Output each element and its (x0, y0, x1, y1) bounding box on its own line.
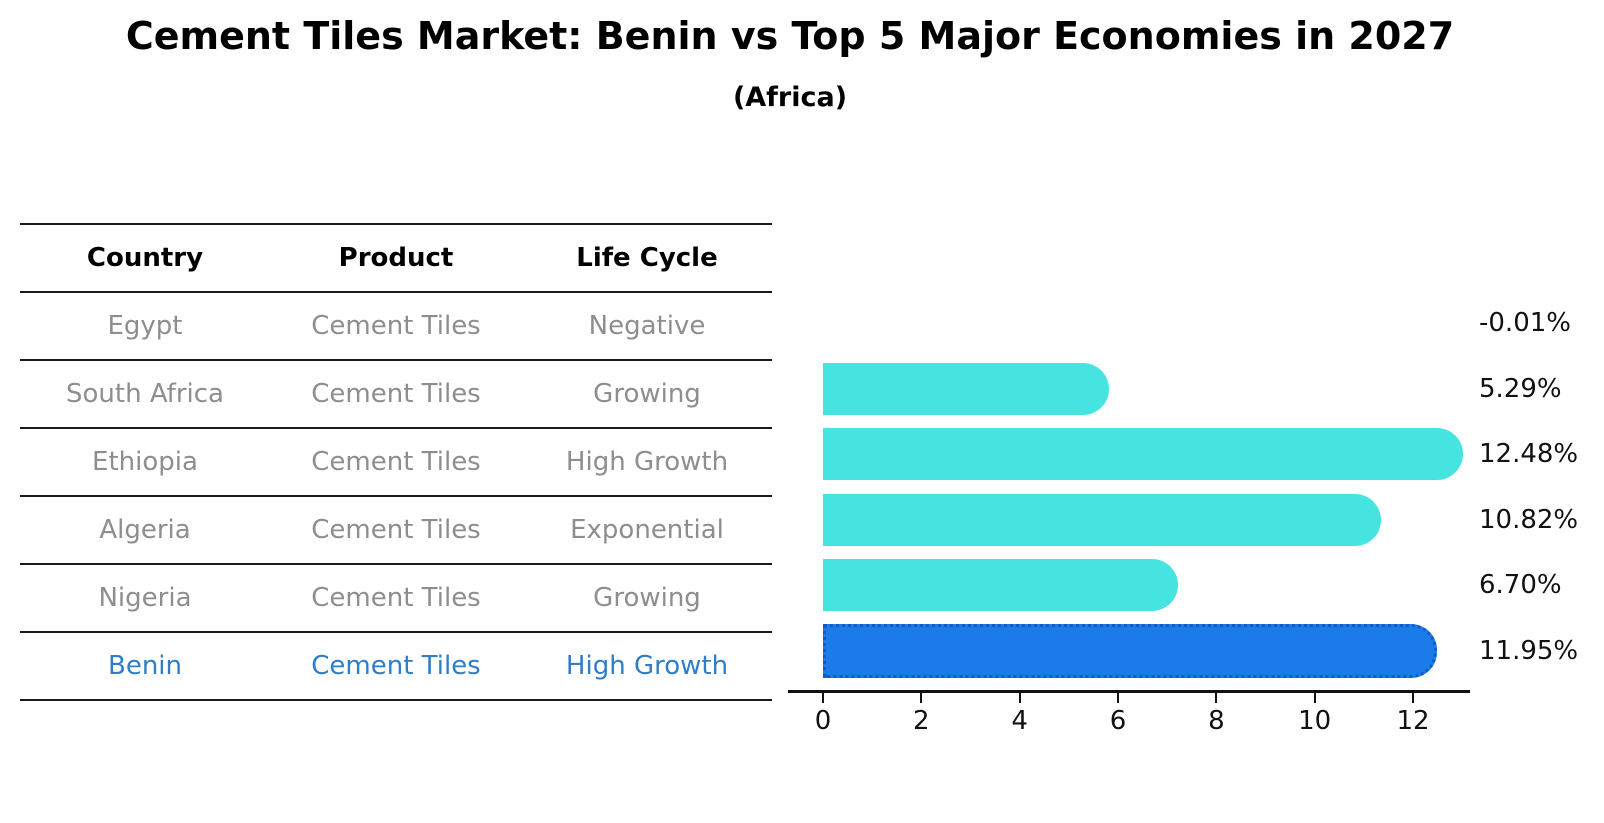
chart-title: Cement Tiles Market: Benin vs Top 5 Majo… (125, 14, 1455, 58)
x-axis-line (788, 690, 1471, 693)
x-axis-tick (1412, 693, 1415, 703)
cell-product: Cement Tiles (311, 651, 481, 681)
x-axis-tick-label: 4 (1011, 706, 1028, 736)
bar-highlight-benin (823, 623, 1437, 678)
cell-product: Cement Tiles (311, 379, 481, 409)
cell-life-cycle: Exponential (570, 515, 724, 545)
country-table: Country Product Life Cycle Egypt Cement … (20, 223, 772, 701)
x-axis-tick (1117, 693, 1120, 703)
header-country: Country (86, 243, 204, 273)
cell-product: Cement Tiles (311, 515, 481, 545)
bar-value-label: 11.95% (1479, 635, 1579, 666)
table-row-ethiopia: Ethiopia Cement Tiles High Growth (20, 429, 772, 497)
chart-subtitle: (Africa) (732, 82, 848, 113)
cell-life-cycle: Negative (588, 311, 706, 341)
cell-life-cycle: Growing (593, 379, 701, 409)
x-axis-tick-label: 10 (1298, 706, 1332, 736)
x-axis-tick (822, 693, 824, 703)
cell-country: South Africa (66, 379, 224, 409)
x-axis-tick-label: 12 (1396, 706, 1430, 736)
x-axis-tick-label: 2 (913, 706, 930, 736)
table-row-benin: Benin Cement Tiles High Growth (20, 633, 772, 701)
bar-value-label: 6.70% (1479, 570, 1562, 600)
cell-country: Ethiopia (92, 447, 198, 477)
cell-product: Cement Tiles (311, 583, 481, 613)
bar-nigeria (823, 559, 1179, 611)
bar-south-africa (823, 362, 1110, 415)
header-product: Product (338, 243, 454, 273)
bar-value-label: -0.01% (1479, 308, 1571, 338)
table-row-south-africa: South Africa Cement Tiles Growing (20, 361, 772, 429)
x-axis-tick-label: 0 (814, 706, 832, 736)
x-axis-tick-label: 6 (1109, 706, 1127, 736)
bar-ethiopia (823, 428, 1463, 480)
cell-country: Nigeria (98, 583, 192, 613)
cell-country: Egypt (107, 311, 183, 341)
cell-product: Cement Tiles (311, 311, 481, 341)
bar-value-label: 12.48% (1479, 439, 1579, 469)
table-row-algeria: Algeria Cement Tiles Exponential (20, 497, 772, 565)
table-header-row: Country Product Life Cycle (20, 225, 772, 293)
bar-algeria (823, 493, 1382, 546)
cell-life-cycle: High Growth (565, 447, 729, 477)
cell-life-cycle: High Growth (565, 651, 729, 681)
cell-life-cycle: Growing (593, 583, 701, 613)
cell-product: Cement Tiles (311, 447, 481, 477)
x-axis-tick-label: 8 (1208, 706, 1225, 736)
table-row-egypt: Egypt Cement Tiles Negative (20, 293, 772, 361)
cell-country: Benin (107, 651, 182, 681)
cell-country: Algeria (99, 515, 191, 545)
x-axis-tick (1215, 693, 1218, 703)
bar-value-label: 5.29% (1479, 373, 1562, 404)
table-row-nigeria: Nigeria Cement Tiles Growing (20, 565, 772, 633)
x-axis-tick (1018, 693, 1021, 703)
x-axis-tick (920, 693, 923, 703)
x-axis-tick (1313, 693, 1316, 703)
bar-value-label: 10.82% (1479, 504, 1579, 535)
header-life-cycle: Life Cycle (576, 243, 718, 273)
